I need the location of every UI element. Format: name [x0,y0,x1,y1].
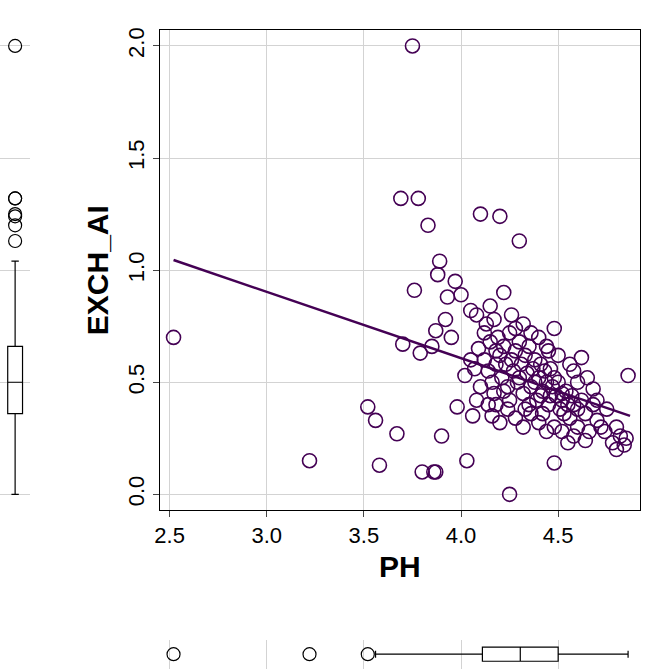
svg-text:1.5: 1.5 [124,139,149,170]
svg-text:EXCH_AI: EXCH_AI [81,205,114,335]
svg-text:4.0: 4.0 [446,523,477,548]
svg-text:0.5: 0.5 [124,364,149,395]
svg-text:4.5: 4.5 [543,523,574,548]
svg-text:3.0: 3.0 [251,523,282,548]
svg-text:PH: PH [379,550,421,583]
svg-text:1.0: 1.0 [124,252,149,283]
svg-text:2.0: 2.0 [124,27,149,58]
svg-text:3.5: 3.5 [349,523,380,548]
svg-text:2.5: 2.5 [154,523,185,548]
svg-text:0.0: 0.0 [124,476,149,507]
